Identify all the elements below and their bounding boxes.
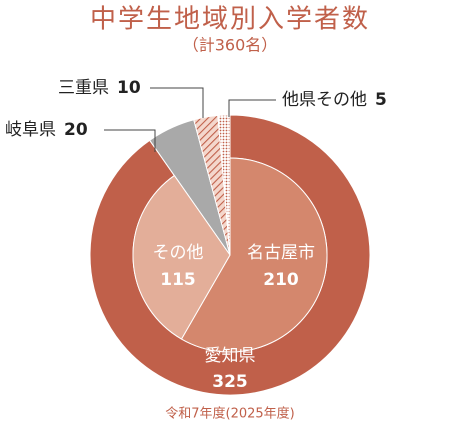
leader-line: [150, 87, 204, 118]
slice-label: 他県その他: [282, 90, 367, 110]
slice-label: 三重県: [58, 78, 109, 98]
slice-label: 名古屋市: [247, 243, 315, 263]
value-label: 115: [160, 270, 196, 290]
inner-slice: [180, 157, 328, 353]
chart-title: 中学生地域別入学者数: [90, 5, 370, 35]
outer-slice: [217, 114, 231, 256]
value-label: 10: [117, 78, 141, 98]
inner-slice: [132, 174, 231, 340]
slice-label: 愛知県: [205, 346, 256, 366]
value-label: 5: [375, 90, 387, 110]
leader-line: [228, 99, 276, 117]
value-label: 20: [64, 120, 88, 140]
value-label: 325: [212, 372, 248, 392]
slice-label: その他: [153, 243, 204, 263]
footnote: 令和7年度(2025年度): [165, 406, 295, 422]
chart-subtitle: （計360名）: [183, 36, 278, 55]
slice-label: 岐阜県: [5, 120, 56, 140]
leader-line: [104, 129, 156, 152]
value-label: 210: [263, 270, 299, 290]
